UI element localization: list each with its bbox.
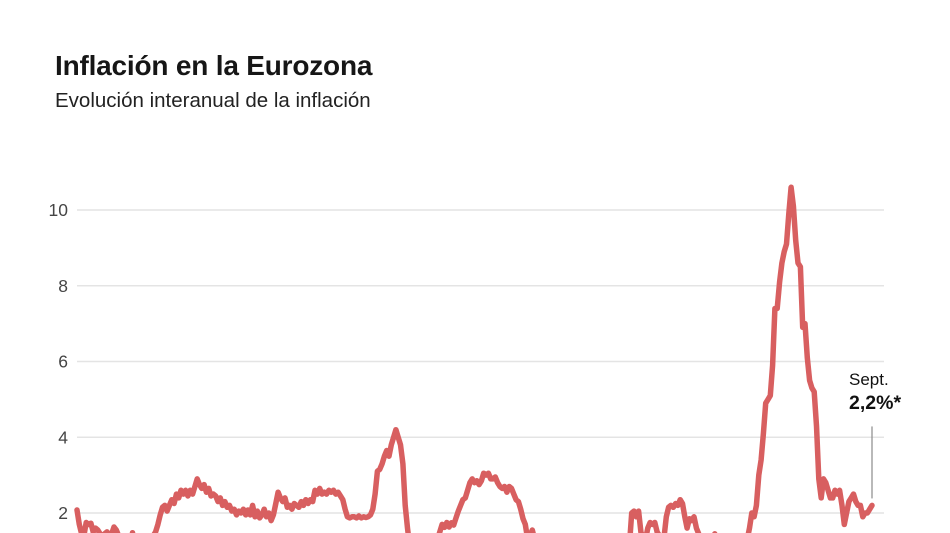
inflation-line [74,184,875,533]
y-tick-label-2: 2 [58,503,68,523]
y-tick-label-8: 8 [58,276,68,296]
latest-value-annotation: Sept. 2,2%* [849,370,901,415]
annotation-value-label: 2,2%* [849,392,902,415]
chart-header: Inflación en la Eurozona Evolución inter… [55,50,372,114]
page-title: Inflación en la Eurozona [55,50,373,81]
chart-subtitle: Evolución interanual de la inflación [55,89,371,113]
y-tick-label-10: 10 [49,200,69,220]
annotation-month-label: Sept. [849,370,889,389]
y-tick-label-4: 4 [58,427,68,447]
y-tick-label-6: 6 [58,352,68,372]
